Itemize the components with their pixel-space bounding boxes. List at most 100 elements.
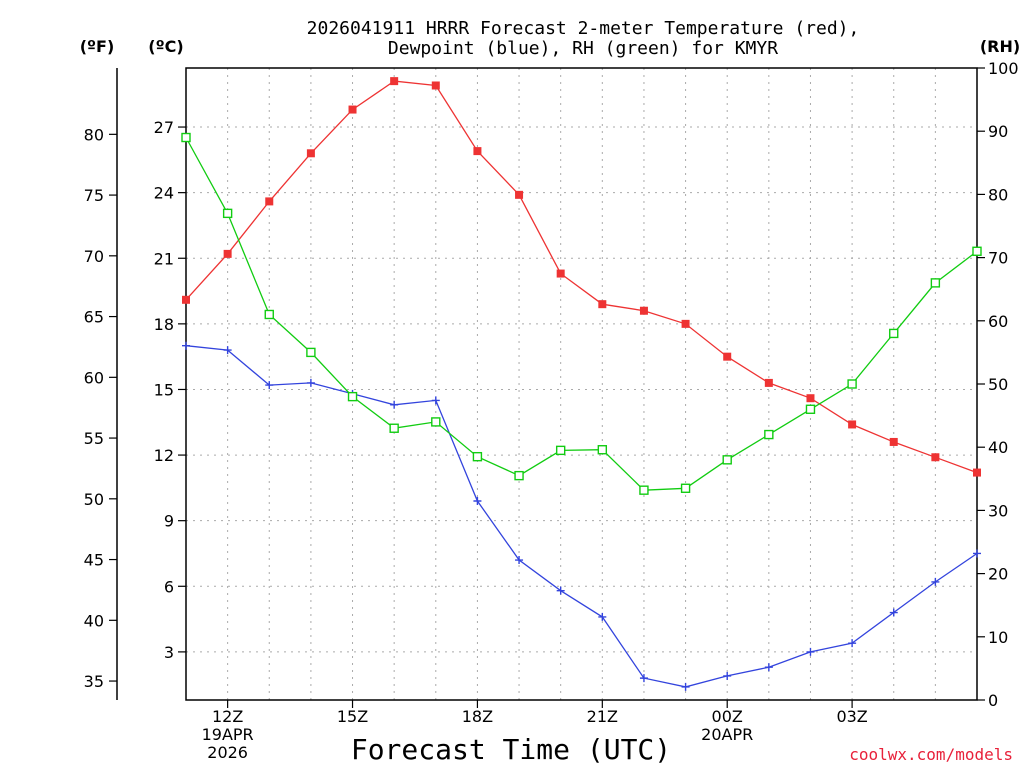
x-tick-label: 2026	[207, 743, 248, 762]
rh-point	[764, 429, 774, 440]
x-tick-label: 03Z	[836, 707, 867, 726]
temperature-point	[556, 269, 565, 278]
celsius-tick-label: 18	[154, 315, 174, 334]
rh-tick-label: 90	[988, 122, 1008, 141]
data-series	[181, 77, 982, 691]
rh-point	[389, 423, 399, 433]
rh-point	[472, 451, 483, 462]
dewpoint-point	[431, 396, 440, 405]
temperature-point	[431, 81, 440, 90]
dewpoint-point	[306, 378, 315, 387]
temperature-line	[185, 80, 978, 474]
rh-tick-label: 0	[988, 691, 998, 710]
x-tick-label: 21Z	[587, 707, 618, 726]
rh-point	[972, 246, 982, 256]
rh-point	[597, 445, 608, 455]
rh-tick-label: 100	[988, 59, 1019, 78]
temperature-point	[598, 300, 607, 309]
temperature-point	[889, 437, 898, 446]
rh-tick-label: 10	[988, 628, 1008, 647]
fahrenheit-unit-label: (ºF)	[80, 37, 115, 56]
rh-point	[722, 455, 732, 465]
celsius-tick-label: 3	[164, 643, 174, 662]
rh-point	[222, 208, 233, 219]
tick-labels: 3 6 9 12 15 18 21 24 27 35 40 45 50 55 60 65 70 75 80 0 10 20…	[84, 59, 1019, 762]
fahrenheit-tick-label: 70	[84, 247, 104, 266]
dewpoint-point	[764, 663, 773, 672]
dewpoint-line	[185, 345, 978, 688]
x-tick-label: 00Z	[712, 707, 743, 726]
rh-tick-label: 40	[988, 438, 1008, 457]
temperature-point	[764, 378, 773, 387]
dewpoint-point	[515, 556, 524, 565]
rh-point	[639, 485, 649, 495]
temperature-point	[723, 352, 732, 361]
x-tick-label: 18Z	[462, 707, 493, 726]
rh-point	[889, 328, 899, 339]
celsius-tick-label: 21	[154, 249, 174, 268]
fahrenheit-tick-label: 45	[84, 551, 104, 570]
dewpoint-point	[806, 647, 815, 656]
rh-point	[181, 132, 191, 143]
dewpoint-point	[639, 674, 648, 683]
dewpoint-point	[390, 400, 399, 409]
celsius-tick-label: 12	[154, 446, 174, 465]
dewpoint-point	[723, 671, 732, 680]
dewpoint-point	[973, 549, 981, 558]
credit-link[interactable]: coolwx.com/models	[849, 745, 1013, 764]
fahrenheit-tick-label: 40	[84, 611, 104, 630]
fahrenheit-tick-label: 75	[84, 186, 104, 205]
dewpoint-point	[223, 346, 232, 355]
rh-point	[805, 404, 816, 414]
rh-tick-label: 30	[988, 501, 1008, 520]
temperature-point	[973, 468, 981, 477]
x-tick-label: 12Z	[212, 707, 243, 726]
rh-series	[181, 132, 982, 495]
dewpoint-point	[265, 381, 274, 390]
temperature-point	[306, 149, 315, 158]
dewpoint-point	[889, 608, 898, 617]
fahrenheit-tick-label: 80	[84, 125, 104, 144]
plot-frame	[185, 67, 978, 701]
dewpoint-point	[182, 341, 190, 350]
temperature-point	[348, 105, 357, 114]
axes	[109, 67, 985, 708]
fahrenheit-tick-label: 65	[84, 308, 104, 327]
rh-tick-label: 70	[988, 249, 1008, 268]
temperature-point	[265, 197, 274, 206]
temperature-point	[515, 190, 524, 199]
rh-tick-label: 20	[988, 565, 1008, 584]
celsius-tick-label: 9	[164, 512, 174, 531]
dewpoint-point	[681, 682, 690, 691]
rh-point	[264, 309, 274, 320]
rh-point	[680, 483, 691, 493]
fahrenheit-tick-label: 50	[84, 490, 104, 509]
rh-point	[555, 445, 566, 456]
dewpoint-series	[182, 341, 981, 691]
x-tick-label: 15Z	[337, 707, 368, 726]
dewpoint-point	[848, 639, 857, 648]
temperature-point	[390, 77, 399, 86]
x-tick-label: 20APR	[701, 725, 753, 744]
chart-title-line-1: 2026041911 HRRR Forecast 2-meter Tempera…	[307, 18, 860, 39]
celsius-tick-label: 27	[154, 118, 174, 137]
rh-tick-label: 50	[988, 375, 1008, 394]
celsius-tick-label: 15	[154, 380, 174, 399]
rh-point	[514, 470, 524, 481]
rh-point	[847, 379, 857, 389]
rh-unit-label: (RH)	[980, 37, 1020, 56]
rh-tick-label: 60	[988, 312, 1008, 331]
temperature-point	[473, 147, 482, 156]
rh-point	[347, 391, 358, 402]
x-tick-label: 19APR	[202, 725, 254, 744]
chart-title-line-2: Dewpoint (blue), RH (green) for KMYR	[388, 38, 778, 59]
temperature-point	[931, 453, 940, 462]
x-axis-title: Forecast Time (UTC)	[351, 733, 671, 766]
temperature-point	[806, 394, 815, 403]
rh-point	[431, 417, 441, 427]
fahrenheit-tick-label: 55	[84, 429, 104, 448]
temperature-point	[681, 319, 690, 328]
fahrenheit-tick-label: 35	[84, 672, 104, 691]
temperature-point	[639, 306, 648, 315]
celsius-tick-label: 24	[154, 184, 174, 203]
